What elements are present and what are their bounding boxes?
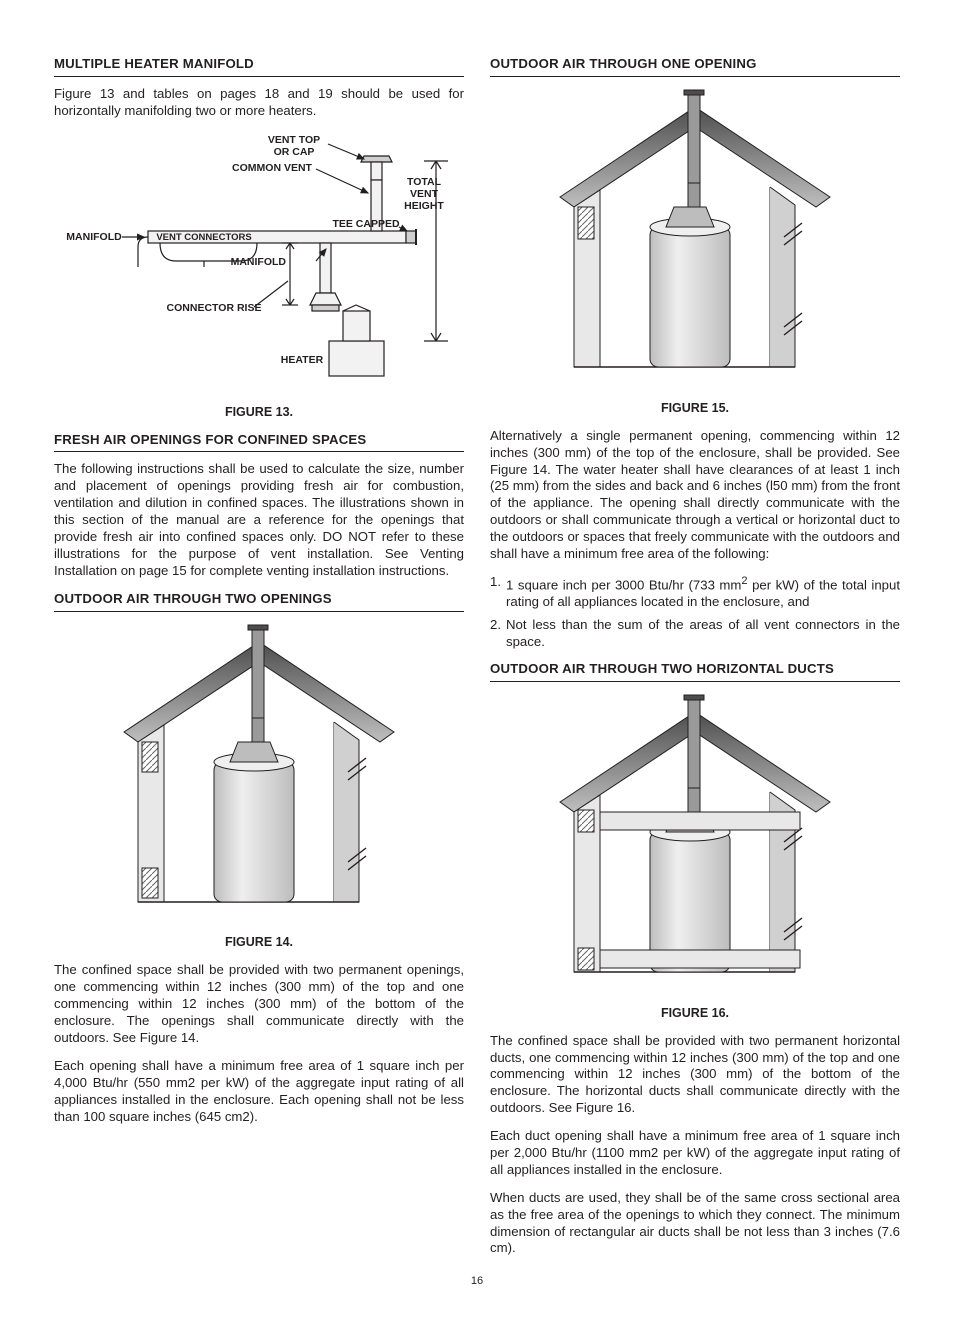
figure-14	[54, 622, 464, 927]
svg-text:MANIFOLD: MANIFOLD	[231, 256, 287, 268]
heading-two-ducts: OUTDOOR AIR THROUGH TWO HORIZONTAL DUCTS	[490, 661, 900, 682]
figure-14-caption: FIGURE 14.	[54, 934, 464, 950]
svg-text:HEIGHT: HEIGHT	[404, 200, 444, 212]
svg-text:COMMON VENT: COMMON VENT	[232, 162, 313, 174]
page-number: 16	[54, 1274, 900, 1288]
svg-text:VENT: VENT	[410, 188, 439, 200]
para-fig16-c: When ducts are used, they shall be of th…	[490, 1190, 900, 1258]
svg-text:HEATER: HEATER	[281, 354, 324, 366]
list-item-1: 1.1 square inch per 3000 Btu/hr (733 mm2…	[490, 574, 900, 611]
svg-text:CONNECTOR RISE: CONNECTOR RISE	[167, 302, 262, 314]
list-one-opening: 1.1 square inch per 3000 Btu/hr (733 mm2…	[490, 574, 900, 651]
para-fig13-intro: Figure 13 and tables on pages 18 and 19 …	[54, 86, 464, 120]
para-fig14-a: The confined space shall be provided wit…	[54, 962, 464, 1046]
heading-fresh-air: FRESH AIR OPENINGS FOR CONFINED SPACES	[54, 432, 464, 453]
figure-16-caption: FIGURE 16.	[490, 1005, 900, 1021]
para-fig15: Alternatively a single permanent opening…	[490, 428, 900, 563]
heading-two-openings: OUTDOOR AIR THROUGH TWO OPENINGS	[54, 591, 464, 612]
heading-one-opening: OUTDOOR AIR THROUGH ONE OPENING	[490, 56, 900, 77]
svg-text:VENT TOP: VENT TOP	[268, 134, 320, 146]
left-column: MULTIPLE HEATER MANIFOLD Figure 13 and t…	[54, 52, 464, 1268]
figure-15-caption: FIGURE 15.	[490, 400, 900, 416]
list-item-2: 2.Not less than the sum of the areas of …	[490, 617, 900, 651]
svg-text:TEE CAPPED: TEE CAPPED	[332, 218, 400, 230]
svg-text:TOTAL: TOTAL	[407, 176, 442, 188]
svg-text:MANIFOLD: MANIFOLD	[66, 231, 122, 243]
para-fig14-b: Each opening shall have a minimum free a…	[54, 1058, 464, 1126]
para-fig16-a: The confined space shall be provided wit…	[490, 1033, 900, 1117]
svg-text:OR CAP: OR CAP	[274, 146, 315, 158]
para-fresh-air: The following instructions shall be used…	[54, 461, 464, 579]
para-fig16-b: Each duct opening shall have a minimum f…	[490, 1128, 900, 1179]
figure-13-caption: FIGURE 13.	[54, 404, 464, 420]
right-column: OUTDOOR AIR THROUGH ONE OPENING FIGURE 1…	[490, 52, 900, 1268]
figure-16	[490, 692, 900, 997]
figure-15	[490, 87, 900, 392]
heading-multiple-heater: MULTIPLE HEATER MANIFOLD	[54, 56, 464, 77]
svg-text:VENT CONNECTORS: VENT CONNECTORS	[156, 232, 251, 243]
figure-13: VENT TOP OR CAP COMMON VENT TOTAL VENT H…	[54, 131, 464, 396]
